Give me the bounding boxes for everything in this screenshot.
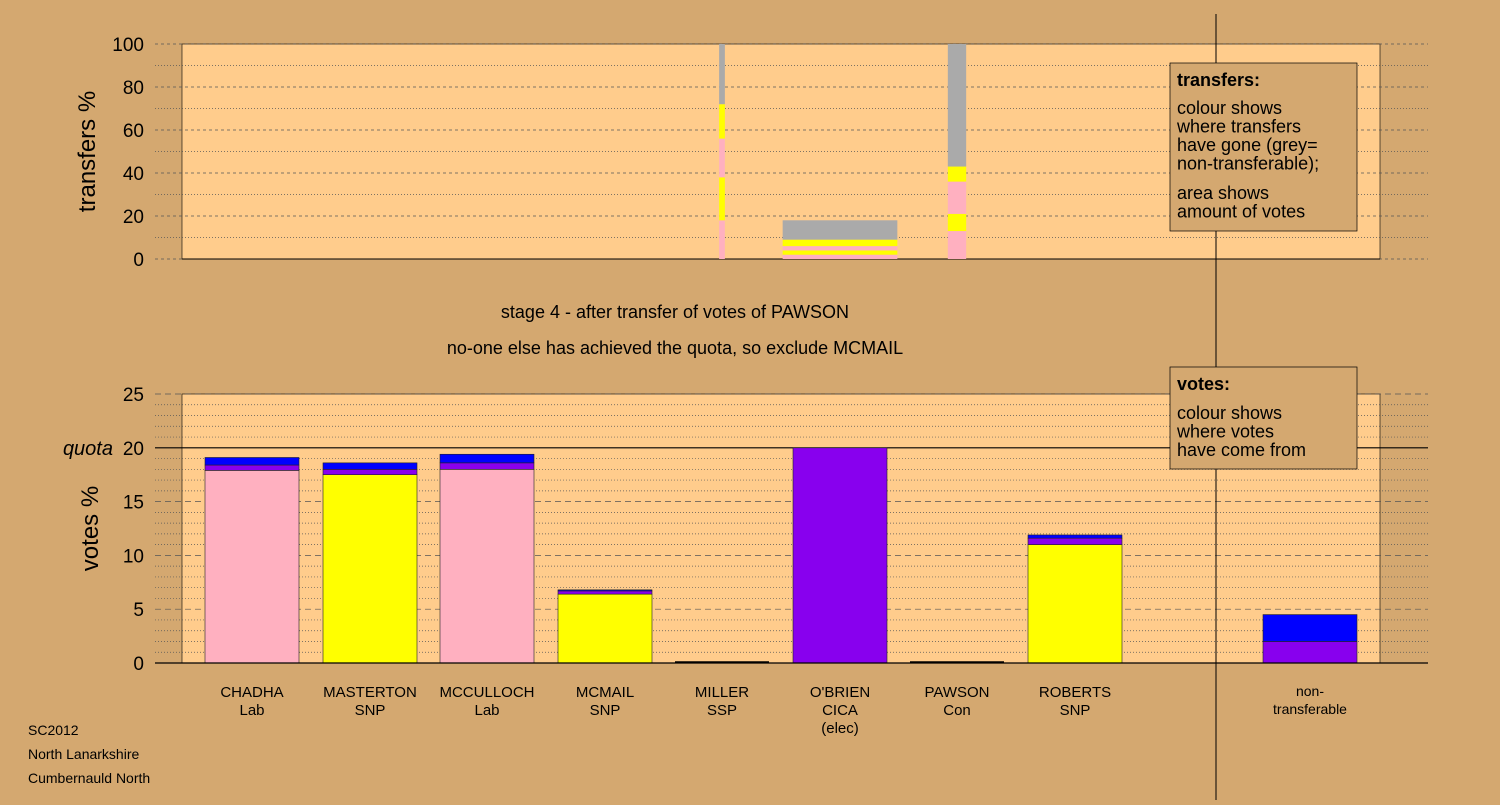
- vote-bar-segment: [1027, 537, 1123, 545]
- candidate-name-label: MCMAIL: [576, 684, 634, 701]
- transfers-legend-line: non-transferable);: [1177, 154, 1319, 174]
- stage-subtitle: no-one else has achieved the quota, so e…: [447, 338, 903, 358]
- vote-bar-segment: [204, 464, 300, 471]
- votes-legend-box: [1169, 366, 1358, 470]
- candidate-name-label: MASTERTON: [323, 684, 417, 701]
- nontransferable-segment: [1262, 641, 1358, 664]
- votes-legend-title: votes:: [1177, 374, 1230, 394]
- quota-label: quota: [63, 438, 113, 460]
- transfers-legend-title: transfers:: [1177, 70, 1260, 90]
- transfer-segment: [947, 181, 967, 214]
- candidate-name-label: ROBERTS: [1039, 684, 1111, 701]
- votes-y-tick-label: 5: [133, 600, 144, 621]
- transfers-y-tick-label: 0: [133, 250, 144, 271]
- transfers-legend-line: colour shows: [1177, 98, 1282, 118]
- votes-y-tick-label: 20: [123, 439, 144, 460]
- votes-y-tick-label: 0: [133, 654, 144, 675]
- transfers-y-tick-label: 80: [123, 78, 144, 99]
- votes-y-tick-label: 10: [123, 546, 144, 567]
- transfers-legend-line: have gone (grey=: [1177, 135, 1318, 155]
- vote-bar-segment: [204, 470, 300, 664]
- vote-bar-segment: [322, 462, 418, 470]
- candidate-name-label: MCCULLOCH: [439, 684, 534, 701]
- transfer-segment: [719, 104, 725, 139]
- transfer-segment: [782, 220, 898, 240]
- transfers-legend-box: [1169, 62, 1358, 232]
- candidate-party-label: CICA: [822, 702, 858, 719]
- candidate-party-label: SNP: [1060, 702, 1091, 719]
- vote-bar-segment: [322, 474, 418, 664]
- vote-bar-segment: [1027, 534, 1123, 539]
- transfer-segment: [719, 138, 725, 178]
- votes-y-axis-label: votes %: [77, 486, 104, 571]
- vote-bar-segment: [792, 447, 888, 664]
- transfers-legend-line: amount of votes: [1177, 202, 1305, 222]
- votes-legend-line: where votes: [1176, 422, 1274, 442]
- footer-line: SC2012: [28, 722, 79, 738]
- transfer-segment: [947, 231, 967, 259]
- vote-bar-segment: [557, 590, 653, 595]
- nontransferable-segment: [1262, 614, 1358, 642]
- vote-bar-segment: [1027, 544, 1123, 664]
- vote-bar-segment: [204, 457, 300, 466]
- vote-bar-segment: [439, 469, 535, 664]
- transfer-segment: [719, 44, 725, 105]
- transfers-y-tick-label: 20: [123, 207, 144, 228]
- candidate-party-label: SNP: [355, 702, 386, 719]
- transfer-segment: [947, 44, 967, 167]
- transfers-y-tick-label: 60: [123, 121, 144, 142]
- transfers-y-tick-label: 100: [112, 35, 144, 56]
- votes-legend-line: have come from: [1177, 440, 1306, 460]
- candidate-name-label: PAWSON: [924, 684, 989, 701]
- vote-bar-segment: [557, 593, 653, 664]
- transfers-legend-line: area shows: [1177, 183, 1269, 203]
- transfers-y-axis-label: transfers %: [74, 91, 101, 212]
- transfer-segment: [719, 177, 725, 221]
- transfer-segment: [782, 239, 898, 247]
- vote-bar-segment: [439, 453, 535, 464]
- candidate-party-label: SSP: [707, 702, 737, 719]
- candidate-name-label: CHADHA: [220, 684, 283, 701]
- vote-bar-segment: [322, 469, 418, 476]
- candidate-name-label: O'BRIEN: [810, 684, 870, 701]
- transfer-segment: [782, 254, 898, 259]
- footer-line: Cumbernauld North: [28, 770, 150, 786]
- candidate-party-label: SNP: [590, 702, 621, 719]
- transfer-segment: [947, 213, 967, 232]
- candidate-note-label: (elec): [821, 720, 859, 737]
- transfers-y-tick-label: 40: [123, 164, 144, 185]
- candidate-party-label: Con: [943, 702, 971, 719]
- transfer-segment: [782, 246, 898, 251]
- votes-y-tick-label: 15: [123, 493, 144, 514]
- votes-y-tick-label: 25: [123, 385, 144, 406]
- vote-bar-segment: [439, 462, 535, 470]
- votes-legend-line: colour shows: [1177, 403, 1282, 423]
- candidate-party-label: Lab: [474, 702, 499, 719]
- nontransferable-label: transferable: [1273, 701, 1347, 717]
- footer: SC2012 North Lanarkshire Cumbernauld North: [28, 722, 150, 786]
- footer-line: North Lanarkshire: [28, 746, 139, 762]
- transfer-segment: [719, 220, 725, 259]
- vote-bar-segment: [557, 589, 653, 592]
- transfer-segment: [947, 166, 967, 182]
- transfer-segment: [782, 250, 898, 255]
- stage-title: stage 4 - after transfer of votes of PAW…: [501, 302, 849, 322]
- transfers-legend-line: where transfers: [1176, 117, 1301, 137]
- candidate-party-label: Lab: [239, 702, 264, 719]
- nontransferable-label: non-: [1296, 683, 1324, 699]
- candidate-name-label: MILLER: [695, 684, 749, 701]
